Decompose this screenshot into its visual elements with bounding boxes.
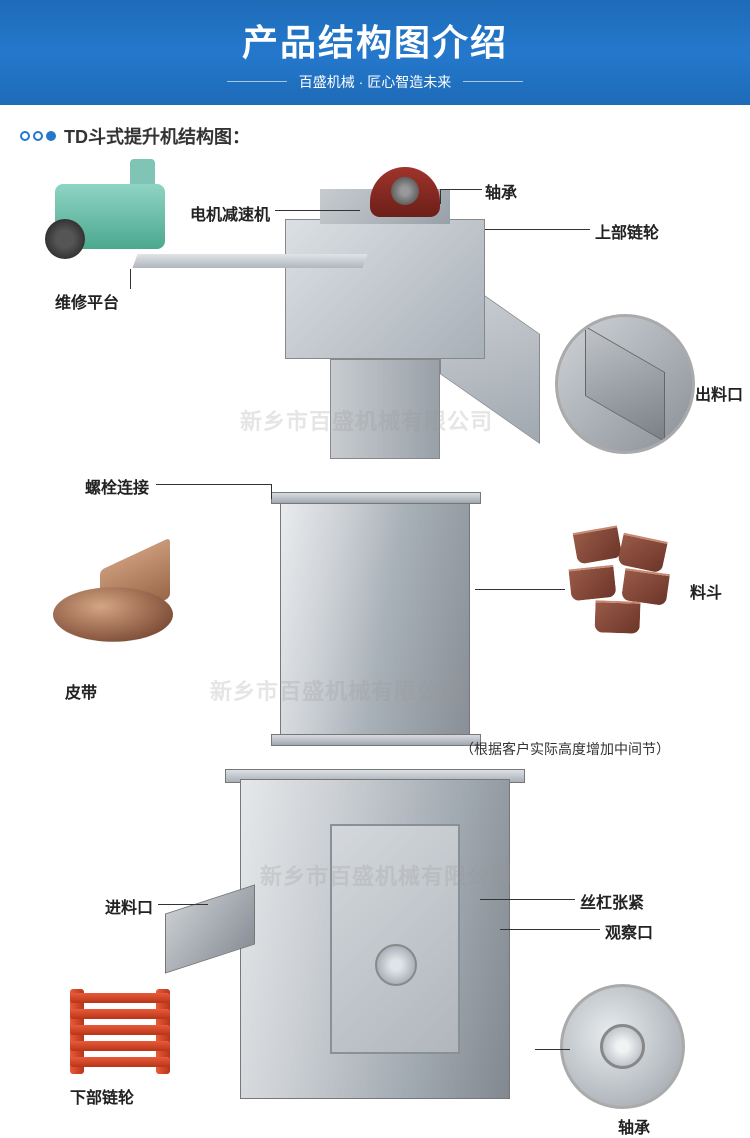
upper-body — [285, 219, 485, 359]
leader-line — [485, 229, 590, 230]
label-bearing-bot: 轴承 — [618, 1114, 650, 1138]
leader-line — [156, 484, 271, 485]
watermark: 新乡市百盛机械有限公司 — [240, 404, 493, 436]
label-inspection: 观察口 — [605, 919, 653, 943]
header-subtitle: 百盛机械 · 匠心智造未来 — [227, 72, 523, 92]
label-outlet: 出料口 — [695, 381, 743, 405]
bearing-callout-circle — [560, 984, 685, 1109]
top-flange — [271, 492, 481, 504]
watermark: 新乡市百盛机械有限公司 — [210, 674, 463, 706]
leader-line — [535, 1049, 570, 1050]
bullet-dots-icon — [20, 131, 56, 141]
leader-line — [440, 189, 482, 190]
watermark: 新乡市百盛机械有限公司 — [260, 859, 513, 891]
leader-line — [158, 904, 208, 905]
note-mid: （根据客户实际高度增加中间节） — [460, 739, 670, 759]
label-motor-reducer: 电机减速机 — [190, 201, 270, 225]
label-bucket: 料斗 — [690, 579, 722, 603]
leader-line — [500, 929, 600, 930]
center-hub — [375, 944, 417, 986]
label-screw: 丝杠张紧 — [580, 889, 644, 913]
header-title: 产品结构图介绍 — [242, 14, 508, 66]
section-title-text: TD斗式提升机结构图： — [64, 123, 250, 149]
label-bolt: 螺栓连接 — [85, 474, 149, 498]
motor-reducer-part — [45, 169, 175, 259]
leader-line — [130, 269, 131, 289]
label-inlet: 进料口 — [105, 894, 153, 918]
outlet-callout-circle — [555, 314, 695, 454]
upper-sprocket-part — [370, 167, 440, 237]
label-lower-sprocket: 下部链轮 — [70, 1084, 134, 1108]
lower-housing — [210, 769, 540, 1119]
bucket-parts — [565, 529, 685, 629]
structure-diagram: 电机减速机 轴承 上部链轮 维修平台 出料口 螺栓连接 皮带 料斗 （根据客户实… — [0, 159, 750, 1129]
label-upper-sprocket: 上部链轮 — [595, 219, 659, 243]
belt-part — [45, 559, 185, 669]
leader-line — [271, 484, 272, 499]
lower-sprocket-part — [70, 989, 170, 1074]
leader-line — [440, 189, 441, 204]
leader-line — [275, 210, 360, 211]
label-bearing-top: 轴承 — [485, 179, 517, 203]
bottom-flange — [271, 734, 481, 746]
header-banner: 产品结构图介绍 百盛机械 · 匠心智造未来 — [0, 0, 750, 105]
leader-line — [475, 589, 565, 590]
label-platform: 维修平台 — [55, 289, 119, 313]
section-title-row: TD斗式提升机结构图： — [0, 105, 750, 159]
leader-line — [480, 899, 575, 900]
label-belt: 皮带 — [65, 679, 97, 703]
